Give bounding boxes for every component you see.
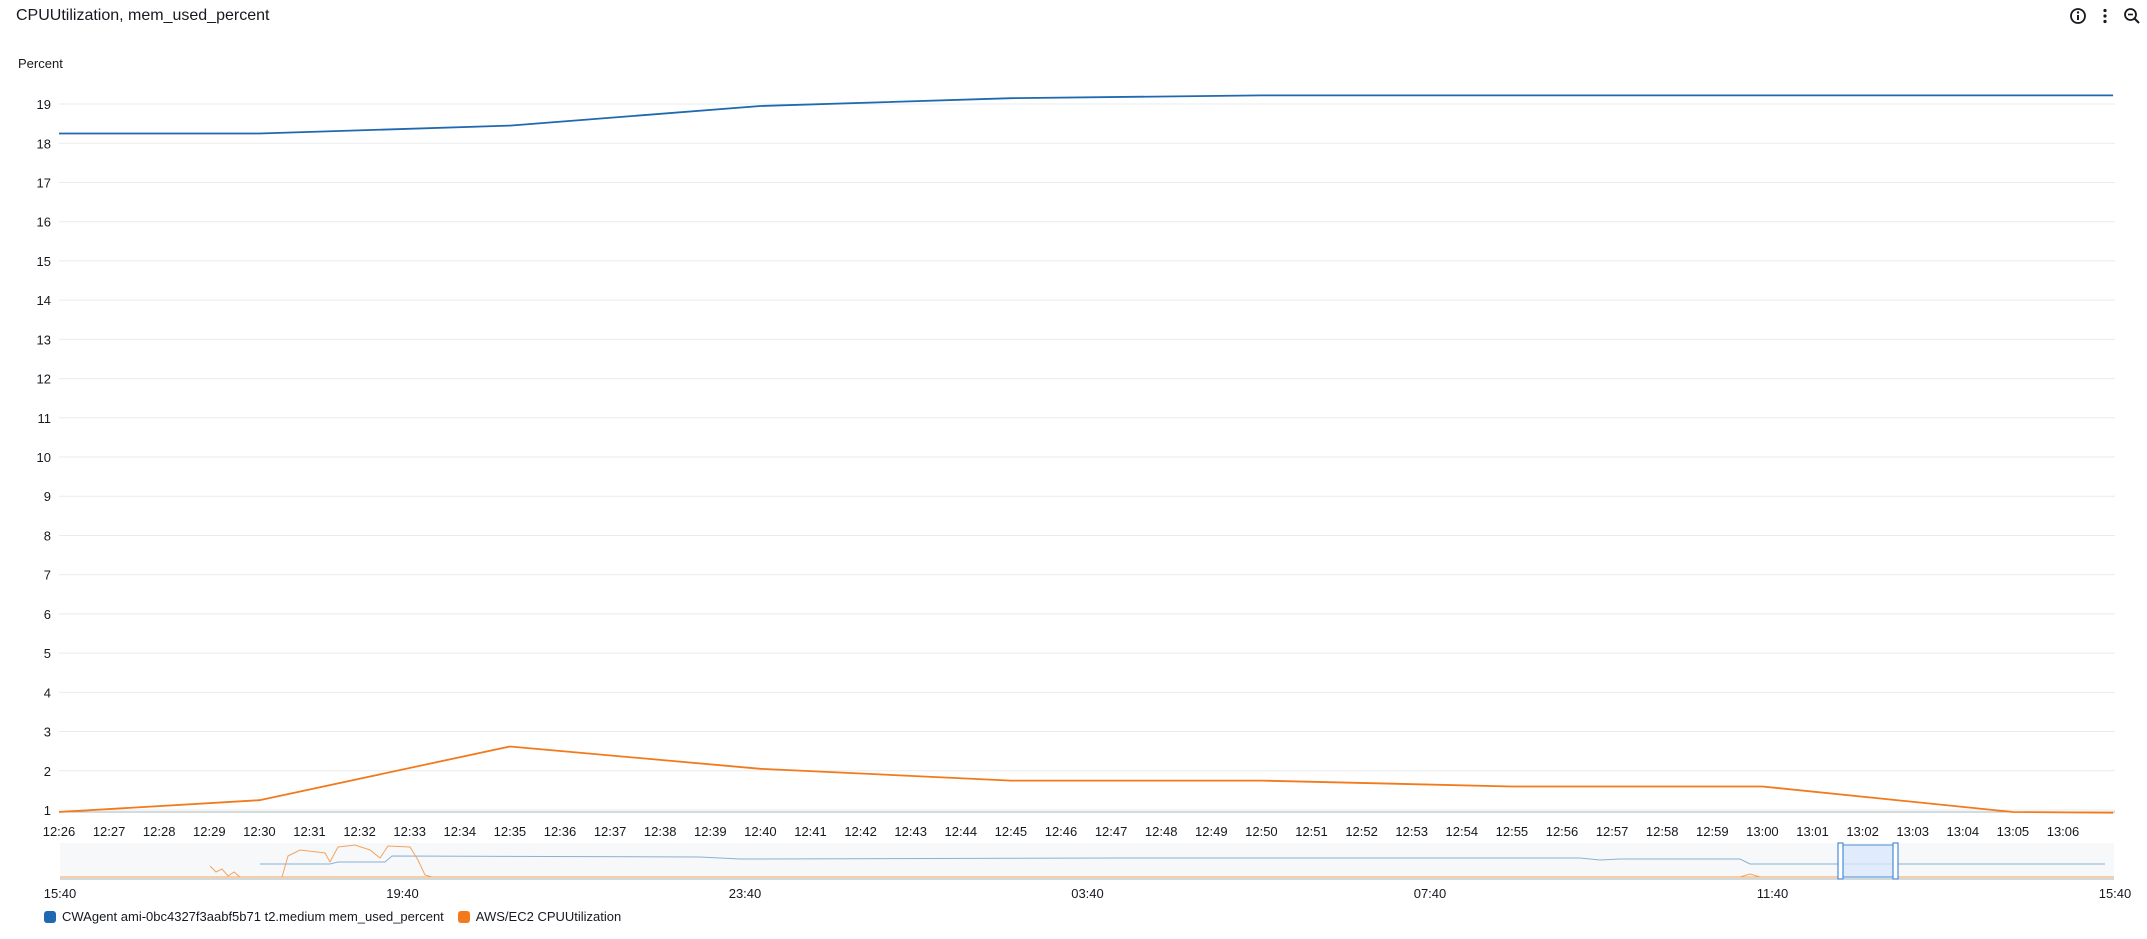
more-options-icon[interactable] — [2101, 7, 2109, 25]
x-tick-label: 12:44 — [945, 824, 978, 839]
y-tick-label: 8 — [44, 528, 51, 543]
x-tick-label: 12:38 — [644, 824, 677, 839]
y-tick-label: 13 — [37, 332, 51, 347]
x-tick-label: 12:43 — [894, 824, 927, 839]
navigator-tick-label: 19:40 — [386, 886, 419, 901]
legend-item-cpu[interactable]: AWS/EC2 CPUUtilization — [457, 909, 622, 924]
navigator-tick-label: 15:40 — [44, 886, 77, 901]
navigator-left-handle[interactable] — [1837, 842, 1844, 880]
y-tick-label: 7 — [44, 568, 51, 583]
y-tick-label: 18 — [37, 136, 51, 151]
x-tick-label: 12:55 — [1496, 824, 1529, 839]
y-tick-label: 3 — [44, 725, 51, 740]
x-tick-label: 12:48 — [1145, 824, 1178, 839]
y-tick-label: 14 — [37, 293, 51, 308]
navigator-tick-label: 07:40 — [1414, 886, 1447, 901]
x-tick-label: 12:47 — [1095, 824, 1128, 839]
x-tick-label: 12:59 — [1696, 824, 1729, 839]
legend-swatch-mem — [44, 910, 56, 923]
navigator-selection-window[interactable] — [1839, 844, 1896, 878]
x-tick-label: 12:29 — [193, 824, 226, 839]
x-tick-label: 12:32 — [343, 824, 376, 839]
x-tick-label: 12:56 — [1546, 824, 1579, 839]
y-tick-label: 4 — [44, 685, 51, 700]
x-tick-label: 12:42 — [844, 824, 877, 839]
cpu-utilization-line — [58, 745, 2114, 814]
y-tick-label: 15 — [37, 254, 51, 269]
grid-lines — [59, 103, 2115, 813]
x-tick-label: 12:45 — [995, 824, 1028, 839]
x-tick-label: 13:00 — [1746, 824, 1779, 839]
legend-label-mem: CWAgent ami-0bc4327f3aabf5b71 t2.medium … — [62, 909, 444, 924]
x-tick-label: 12:53 — [1395, 824, 1428, 839]
legend-item-mem[interactable]: CWAgent ami-0bc4327f3aabf5b71 t2.medium … — [44, 909, 444, 924]
navigator-tick-label: 15:40 — [2099, 886, 2132, 901]
x-tick-label: 12:28 — [143, 824, 176, 839]
y-tick-label: 19 — [37, 97, 51, 112]
widget-header-actions — [2069, 7, 2141, 25]
series-lines — [58, 94, 2114, 814]
x-tick-label: 12:37 — [594, 824, 627, 839]
x-tick-label: 13:03 — [1896, 824, 1929, 839]
x-tick-label: 12:50 — [1245, 824, 1278, 839]
time-navigator[interactable]: 15:40 19:40 23:40 03:40 07:40 11:40 15:40 — [44, 842, 2132, 901]
y-tick-label: 9 — [44, 489, 51, 504]
x-tick-label: 12:27 — [93, 824, 126, 839]
legend-label-cpu: AWS/EC2 CPUUtilization — [475, 909, 622, 924]
mem-used-percent-line — [59, 94, 2114, 135]
x-tick-label: 12:46 — [1045, 824, 1078, 839]
navigator-tick-label: 23:40 — [729, 886, 762, 901]
y-tick-label: 1 — [44, 803, 51, 818]
x-tick-label: 12:52 — [1345, 824, 1378, 839]
x-tick-label: 12:39 — [694, 824, 727, 839]
legend-swatch-cpu — [457, 910, 470, 923]
x-tick-label: 13:04 — [1947, 824, 1980, 839]
x-tick-label: 12:51 — [1295, 824, 1328, 839]
navigator-tick-label: 03:40 — [1071, 886, 1104, 901]
y-tick-label: 10 — [37, 450, 51, 465]
y-tick-label: 11 — [38, 411, 52, 426]
y-tick-label: 2 — [44, 764, 51, 779]
x-tick-label: 12:30 — [243, 824, 276, 839]
y-axis-label: Percent — [18, 56, 63, 71]
x-tick-label: 12:58 — [1646, 824, 1679, 839]
y-tick-label: 6 — [44, 607, 51, 622]
navigator-background — [60, 843, 2114, 879]
navigator-mem-line — [260, 855, 2105, 865]
info-icon[interactable] — [2069, 7, 2087, 25]
navigator-right-handle[interactable] — [1892, 842, 1899, 880]
x-tick-label: 13:06 — [2047, 824, 2080, 839]
legend: CWAgent ami-0bc4327f3aabf5b71 t2.medium … — [44, 909, 621, 924]
x-tick-label: 12:49 — [1195, 824, 1228, 839]
x-tick-label: 12:35 — [494, 824, 527, 839]
x-tick-label: 12:31 — [293, 824, 326, 839]
y-tick-label: 5 — [44, 646, 51, 661]
y-tick-label: 16 — [37, 215, 51, 230]
y-tick-label: 12 — [37, 372, 51, 387]
x-tick-label: 12:40 — [744, 824, 777, 839]
x-axis-ticks: 12:26 12:27 12:28 12:29 12:30 12:31 12:32 12:33… — [43, 824, 2080, 839]
widget-title: CPUUtilization, mem_used_percent — [16, 7, 270, 24]
zoom-icon[interactable] — [2123, 7, 2141, 25]
x-tick-label: 12:54 — [1446, 824, 1479, 839]
navigator-tick-label: 11:40 — [1757, 886, 1789, 901]
x-tick-label: 12:26 — [43, 824, 76, 839]
x-tick-label: 12:41 — [794, 824, 827, 839]
x-tick-label: 12:33 — [393, 824, 426, 839]
x-tick-label: 12:34 — [444, 824, 477, 839]
x-tick-label: 12:36 — [544, 824, 577, 839]
x-tick-label: 12:57 — [1596, 824, 1629, 839]
x-tick-label: 13:05 — [1997, 824, 2030, 839]
y-tick-label: 17 — [37, 175, 51, 190]
x-tick-label: 13:01 — [1796, 824, 1829, 839]
x-tick-label: 13:02 — [1846, 824, 1879, 839]
